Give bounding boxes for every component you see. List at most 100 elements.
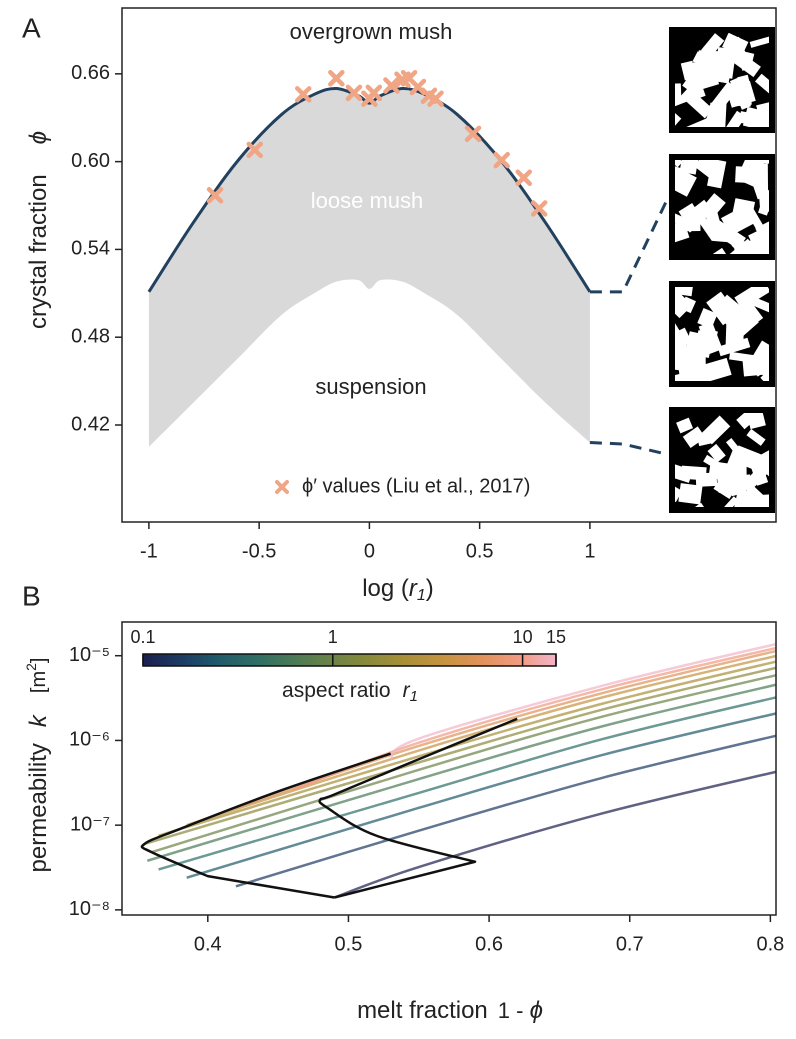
x-tick-label: 0.7 [616,933,644,955]
inset-image [672,284,772,384]
permeability-curve [158,696,776,871]
inset-crystal [678,483,703,505]
inset-crystal [754,73,772,100]
connector [589,199,669,294]
inset-crystal [707,443,726,463]
y-tick-label: 0.54 [71,238,110,260]
colorbar-label: aspect ratio r1 [282,679,418,705]
permeability-curve [144,666,776,846]
inset-crystal [722,469,745,495]
scatter-point [464,125,482,143]
inset-crystal [737,74,750,85]
inset-crystal [695,472,718,487]
x-label-text: log ( [362,575,409,602]
inset-frame [669,407,775,513]
colorbar-label-symbol: r [403,679,411,702]
inset-crystal [692,330,715,358]
scatter-point [246,141,263,159]
x-label-sub: 1 [417,587,426,604]
inset-crystal [725,438,748,463]
scatter-point [515,169,532,186]
x-tick-label: -1 [140,540,158,562]
inset-crystal [697,357,732,384]
panel-label: B [22,580,41,611]
inset-image [672,410,772,510]
permeability-curve [333,770,776,899]
y-label-symbol: ϕ [25,131,52,144]
loose-mush-area [148,88,590,447]
inset-crystal [729,238,758,257]
inset-crystal [701,33,725,58]
y-label-unit: [m [28,671,50,693]
inset-crystal [734,284,771,310]
y-axis-label: permeability k [m2] [23,658,53,873]
region-label: suspension [315,374,426,399]
y-tick-label: 10⁻⁷ [70,813,110,835]
x-tick-label: 0.5 [335,933,363,955]
inset-crystal [737,482,749,496]
inset-frame [669,27,775,133]
scatter-point [206,187,224,204]
panel-label: A [22,12,41,43]
x-tick-label: 0.6 [475,933,503,955]
colorbar-label-sub: 1 [410,688,418,705]
scatter-point [383,77,400,94]
inset-crystal [680,60,697,81]
permeability-curve [186,712,776,879]
x-tick-label: 1 [584,540,595,562]
colorbar-tick-label: 10 [513,627,533,647]
y-tick-label: 0.66 [71,62,110,84]
permeability-curve [146,683,776,862]
permeability-curve [389,642,776,761]
curves [140,642,776,899]
legend-label: ϕ′ values (Liu et al., 2017) [302,475,530,497]
inset-crystal [736,410,758,430]
x-label-text: melt fraction [357,997,488,1024]
y-tick-label: 0.60 [71,150,110,172]
inset-crystal [750,356,767,374]
x-axis-label: log (r1) [362,575,434,604]
plot-frame [121,621,777,916]
inset-crystal [742,293,772,313]
region-label: loose mush [311,188,424,213]
inset-crystal [693,209,719,242]
inset-crystal [703,454,731,476]
y-axis-label: crystal fraction ϕ [25,131,52,329]
scatter-point [295,86,312,103]
scatter-point [493,151,510,169]
plot-frame [121,7,777,523]
x-label-text: 1 - [498,998,530,1023]
inset-crystal [677,354,700,384]
inset-crystal [678,203,703,229]
colorbar-tick-label: 0.1 [130,627,155,647]
x-tick-label: 0 [364,540,375,562]
y-tick-label: 10⁻⁵ [69,644,110,666]
x-tick-label: 0.8 [756,933,784,955]
inset-crystal [752,340,772,370]
scatter-point [530,200,548,217]
x-axis-label: melt fraction 1 - ϕ [357,997,543,1024]
inset-crystal [672,163,697,197]
inset-crystal [725,301,757,324]
inset-crystal [748,168,771,200]
y-label-unit: ] [28,658,50,664]
region-label: overgrown mush [290,19,453,44]
x-tick-label: -0.5 [242,540,276,562]
colorbar-tick-label: 1 [328,627,338,647]
inset-crystal [749,35,772,48]
inset-image [672,30,772,130]
y-label-text: crystal fraction [25,174,52,329]
inset-frame [669,154,775,260]
scatter-point [328,69,345,87]
inset-crystal [706,291,738,326]
inset-crystal [742,201,765,231]
envelope-curve [318,717,518,899]
inset-crystal [746,428,766,446]
connector [589,441,668,456]
y-label-symbol: k [25,713,52,727]
inset-crystal [676,417,694,434]
colorbar [142,653,557,667]
y-tick-label: 10⁻⁸ [69,898,110,920]
colorbar-tick-label: 15 [546,627,566,647]
